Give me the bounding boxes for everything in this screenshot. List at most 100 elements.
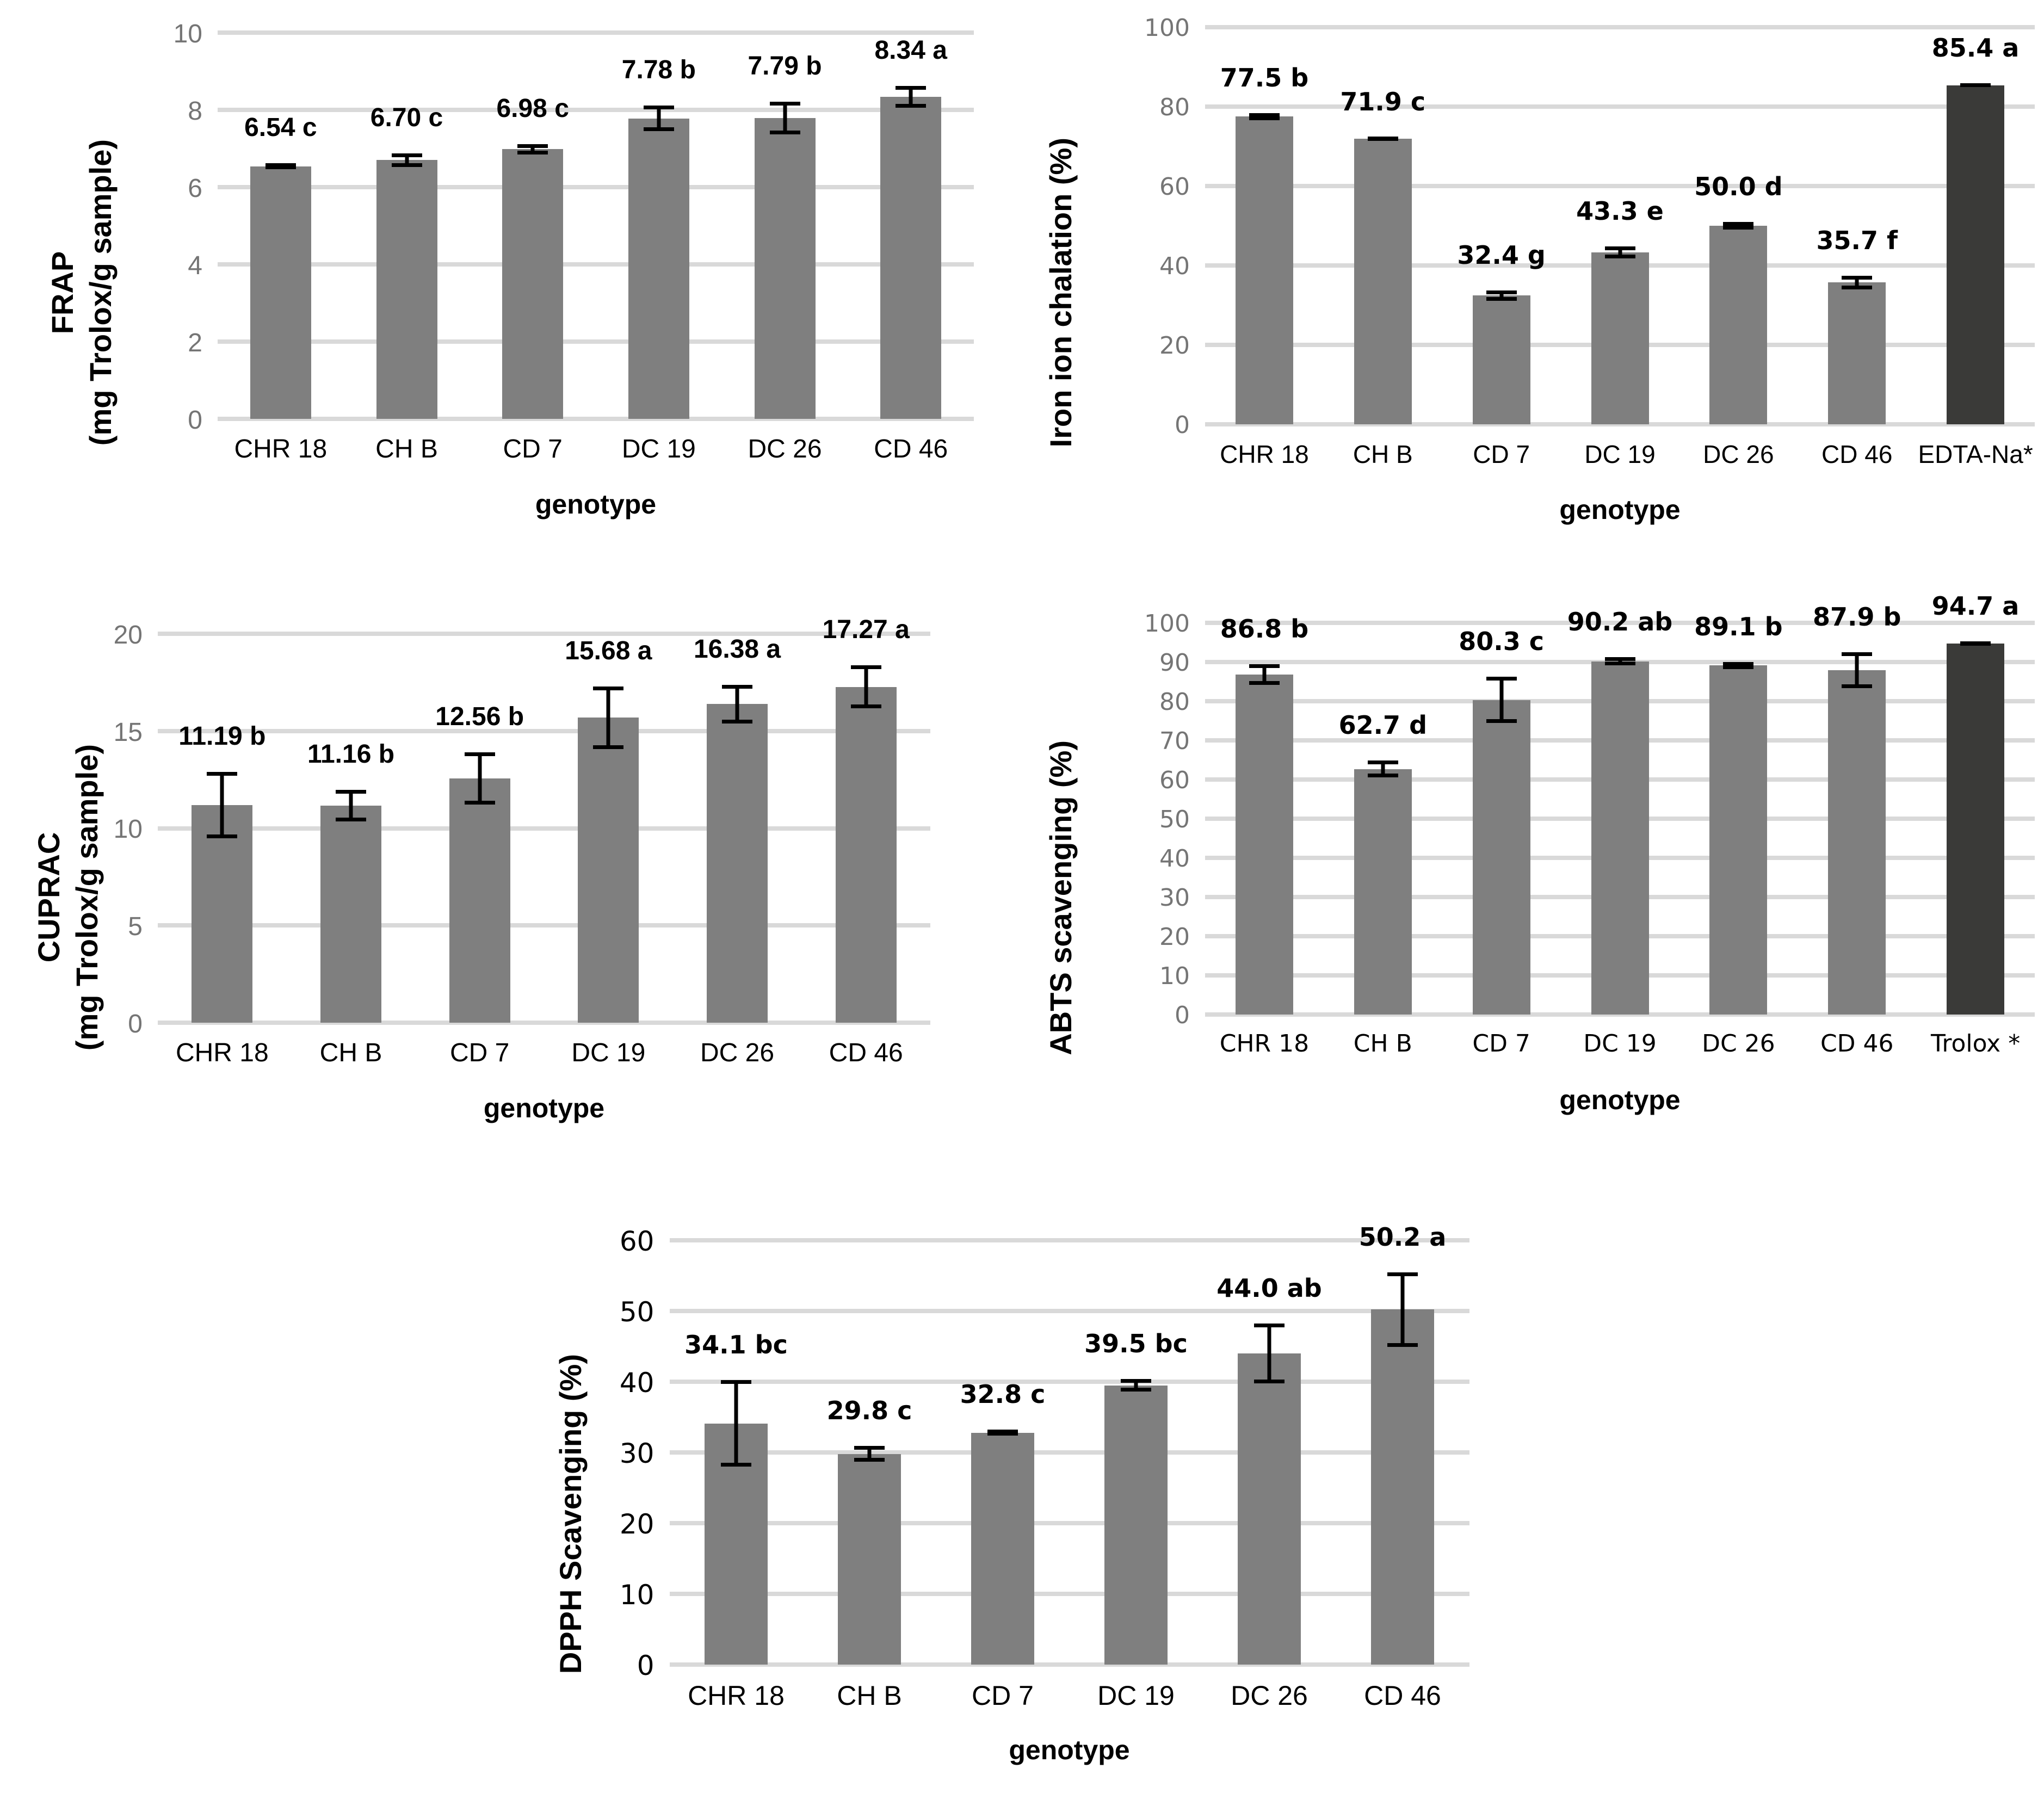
error-bar-top-cap (896, 86, 927, 90)
category-label: CD 7 (503, 435, 563, 463)
y-tick-label: 70 (1159, 727, 1190, 756)
bars-layer: 86.8 b 62.7 d 80.3 c 90.2 ab 89.1 b 87.9 b 94.… (1205, 591, 2035, 1015)
error-bar-bottom-cap (1960, 83, 1991, 88)
bar-slot: 80.3 c (1442, 623, 1561, 1015)
y-tick-label: 90 (1159, 649, 1190, 677)
bar-value-label: 7.78 b (621, 55, 696, 85)
error-bar-bottom-cap (854, 1457, 885, 1462)
y-axis-title-column: CUPRAC (mg Trolox/g sample) (0, 585, 136, 1210)
y-tick-label: 20 (1159, 923, 1190, 951)
y-tick-label: 40 (1159, 252, 1190, 281)
error-bar-line (1618, 657, 1622, 665)
bar-slot: 87.9 b (1798, 602, 1916, 1015)
gridline (669, 1309, 1469, 1313)
x-axis-title: genotype (535, 489, 657, 520)
bar-value-label: 8.34 a (874, 35, 947, 65)
y-tick-label: 5 (128, 912, 143, 942)
error-bar-line (909, 86, 913, 108)
bar-value-label: 87.9 b (1813, 602, 1901, 632)
category-label: DC 19 (1097, 1680, 1175, 1711)
error-bar-top-cap (721, 1380, 751, 1384)
bars-layer: 77.5 b 71.9 c 32.4 g 43.3 e 50.0 d 35.7 f 85.4… (1205, 27, 2035, 424)
category-label: CH B (837, 1680, 902, 1711)
bar (971, 1432, 1034, 1665)
bar-value-label: 11.19 b (178, 722, 266, 751)
bar-slot: 39.5 bc (1070, 1240, 1203, 1665)
y-tick-label: 6 (188, 174, 202, 203)
bar (320, 806, 381, 1023)
error-bar-bottom-cap (643, 127, 674, 132)
error-bar (1367, 137, 1398, 141)
gridline (669, 1380, 1469, 1384)
plot-area: 0 5 10 15 20 11.19 b 11.16 b 12.56 b 15.68 a 16.3… (114, 615, 930, 1038)
error-bar-top-cap (1842, 652, 1873, 657)
category-labels-row: CHR 18 CH B CD 7 DC 19 DC 26 CD 46 (670, 1680, 1469, 1719)
category-label: CHR 18 (688, 1680, 785, 1711)
error-bar (265, 163, 296, 170)
error-bar-bottom-cap (1604, 661, 1635, 665)
bar (1472, 700, 1530, 1015)
y-axis-title: Iron ion chalation (%) (1042, 138, 1080, 447)
category-label: CD 46 (1820, 1030, 1894, 1058)
bar-slot: 7.78 b (596, 33, 722, 419)
error-bar (1842, 652, 1873, 689)
bar (628, 118, 689, 419)
error-bar-top-cap (1842, 276, 1873, 280)
error-bar-top-cap (593, 687, 624, 691)
error-bar (1604, 657, 1635, 665)
error-bar-top-cap (1121, 1378, 1151, 1383)
bar-slot: 77.5 b (1205, 27, 1324, 424)
category-label: CD 46 (1821, 440, 1893, 468)
bar-value-label: 89.1 b (1694, 612, 1783, 641)
chart-main-area: 0 5 10 15 20 11.19 b 11.16 b 12.56 b 15.68 a 16.3… (114, 585, 996, 1210)
y-tick-label: 0 (637, 1650, 654, 1681)
error-bar-line (783, 102, 787, 134)
error-bar-top-cap (1367, 760, 1398, 765)
bars-layer: 6.54 c 6.70 c 6.98 c 7.78 b 7.79 b 8.34 a (218, 33, 974, 419)
y-tick-label: 20 (1159, 332, 1190, 360)
plot-area: 0 10 20 30 40 50 60 70 80 90 100 86.8 b 62.7 d 80.3 c… (1144, 591, 2035, 1029)
bar-slot: 11.16 b (287, 634, 416, 1023)
error-bar-top-cap (850, 665, 881, 670)
y-tick-label: 15 (113, 718, 143, 747)
error-bar-top-cap (1604, 657, 1635, 661)
bar-slot: 43.3 e (1561, 27, 1679, 424)
bars-layer: 11.19 b 11.16 b 12.56 b 15.68 a 16.38 a 17.27… (158, 615, 930, 1023)
error-bar (850, 665, 881, 708)
bar-value-label: 32.8 c (960, 1380, 1046, 1409)
bar-slot: 90.2 ab (1561, 607, 1679, 1015)
error-bar (593, 687, 624, 749)
gridline (1205, 422, 2035, 426)
category-label: Trolox * (1930, 1030, 2021, 1058)
category-label: DC 26 (1231, 1680, 1308, 1711)
chart-abts-scavenging: ABTS scavenging (%) 0 10 20 30 40 50 60 70 80 90 10… (996, 585, 2044, 1210)
gridline (158, 1021, 930, 1025)
y-tick-label: 10 (113, 815, 143, 844)
error-bar-top-cap (769, 102, 800, 106)
bar-value-label: 85.4 a (1931, 33, 2020, 63)
gridline (669, 1662, 1469, 1667)
bar-value-label: 29.8 c (826, 1396, 912, 1426)
error-bar-bottom-cap (1842, 684, 1873, 689)
error-bar-line (220, 772, 224, 838)
error-bar-line (1262, 664, 1267, 685)
bar-value-label: 86.8 b (1220, 614, 1309, 644)
category-label: CD 46 (1364, 1680, 1441, 1711)
bar-value-label: 43.3 e (1576, 196, 1664, 226)
error-bar (207, 772, 238, 838)
bar (1591, 252, 1649, 424)
error-bar-top-cap (643, 106, 674, 110)
error-bar-bottom-cap (987, 1431, 1018, 1436)
error-bar-bottom-cap (1254, 1379, 1285, 1383)
error-bar-bottom-cap (1486, 296, 1517, 301)
category-label: CH B (375, 435, 438, 463)
error-bar (1387, 1272, 1418, 1347)
error-bar-bottom-cap (1723, 225, 1754, 230)
bar (250, 166, 311, 419)
error-bar-bottom-cap (391, 163, 422, 168)
gridline (218, 339, 974, 344)
y-tick-label: 50 (619, 1296, 654, 1328)
bar (1354, 139, 1412, 424)
error-bar-top-cap (1387, 1272, 1418, 1276)
y-tick-label: 60 (619, 1226, 654, 1257)
